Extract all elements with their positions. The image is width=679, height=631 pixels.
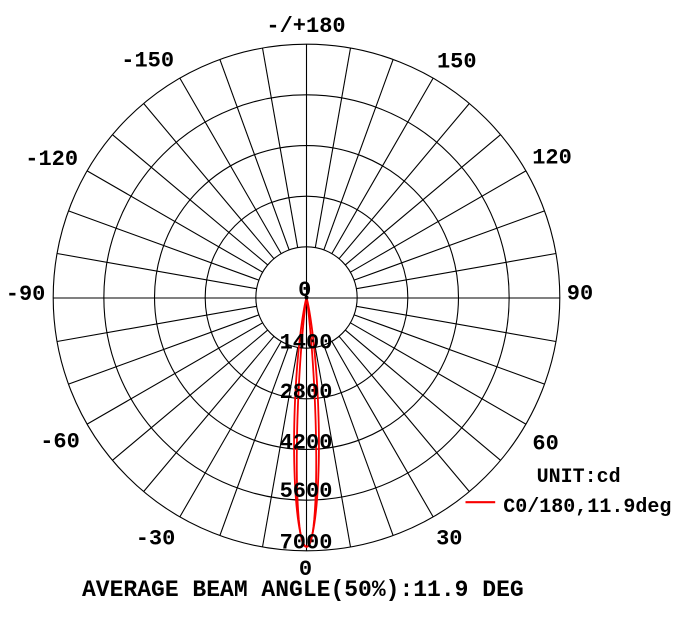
- svg-text:30: 30: [436, 526, 462, 551]
- svg-text:-120: -120: [25, 147, 78, 172]
- svg-text:4200: 4200: [280, 431, 333, 456]
- svg-text:60: 60: [532, 432, 558, 457]
- svg-text:2800: 2800: [280, 380, 333, 405]
- svg-text:1400: 1400: [280, 331, 333, 356]
- svg-text:5600: 5600: [280, 479, 333, 504]
- svg-text:120: 120: [532, 146, 572, 171]
- svg-text:-60: -60: [40, 430, 80, 455]
- svg-text:0: 0: [298, 278, 311, 303]
- svg-text:-/+180: -/+180: [266, 14, 345, 39]
- svg-text:150: 150: [437, 50, 477, 75]
- svg-text:-30: -30: [136, 527, 176, 552]
- svg-text:0: 0: [299, 557, 312, 582]
- svg-text:UNIT:cd: UNIT:cd: [537, 466, 621, 489]
- svg-text:7000: 7000: [280, 531, 333, 556]
- svg-text:90: 90: [567, 282, 593, 307]
- svg-text:-150: -150: [121, 49, 174, 74]
- svg-text:AVERAGE BEAM ANGLE(50%):11.9 D: AVERAGE BEAM ANGLE(50%):11.9 DEG: [82, 577, 524, 603]
- svg-text:-90: -90: [6, 282, 46, 307]
- svg-text:C0/180,11.9deg: C0/180,11.9deg: [503, 496, 671, 519]
